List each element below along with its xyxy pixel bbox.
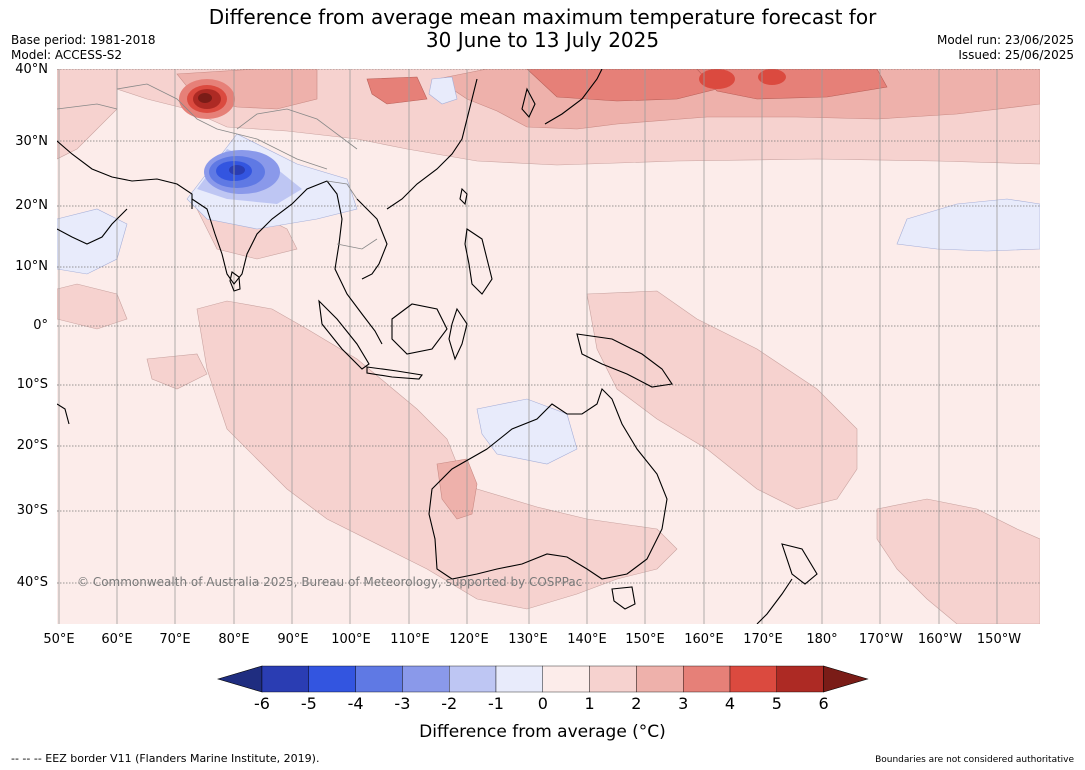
colorbar	[216, 665, 869, 693]
longitude-label: 70°E	[159, 632, 191, 647]
colorbar-segment	[683, 665, 731, 693]
colorbar-segment	[495, 665, 543, 693]
map-canvas	[57, 69, 1040, 624]
colorbar-tick: 5	[771, 694, 782, 713]
map-gridlines	[58, 69, 998, 624]
longitude-label: 160°W	[917, 632, 963, 647]
colorbar-tick: -4	[347, 694, 364, 713]
colorbar-tick: -5	[300, 694, 317, 713]
model-run: Model run: 23/06/2025	[936, 33, 1074, 47]
map-title-line1: Difference from average mean maximum tem…	[208, 5, 877, 29]
colorbar-tick: -3	[394, 694, 411, 713]
colorbar-tick: 2	[631, 694, 642, 713]
colorbar-tick: 6	[818, 694, 829, 713]
latitude-label: 20°N	[15, 198, 48, 213]
anomaly-4-5-regions	[699, 69, 786, 89]
meta-right: Model run: 23/06/2025 Issued: 25/06/2025	[937, 33, 1074, 63]
colorbar-extend-high	[823, 665, 869, 693]
colorbar-segment	[542, 665, 590, 693]
india-cold-anomaly	[186, 133, 358, 230]
colorbar-segment	[261, 665, 309, 693]
latitude-label: 0°	[33, 318, 48, 333]
colorbar-segment	[402, 665, 450, 693]
latitude-label: 40°S	[16, 575, 48, 590]
model-name: Model: ACCESS-S2	[11, 48, 123, 62]
country-borders	[57, 83, 378, 250]
colorbar-extend-low	[216, 665, 263, 693]
latitude-label: 10°N	[15, 259, 48, 274]
latitude-label: 30°S	[16, 503, 48, 518]
colorbar-tick: 3	[678, 694, 689, 713]
longitude-label: 140°E	[567, 632, 607, 647]
longitude-label: 100°E	[331, 632, 371, 647]
colorbar-segment	[355, 665, 403, 693]
colorbar-segment	[729, 665, 777, 693]
map-title-line2: 30 June to 13 July 2025	[425, 28, 660, 52]
colorbar-tick: -1	[488, 694, 504, 713]
colorbar-tick: -6	[254, 694, 270, 713]
map-latitude-lines	[57, 69, 1040, 584]
colorbar-tick: 0	[537, 694, 548, 713]
colorbar-tick: 1	[584, 694, 595, 713]
longitude-label: 90°E	[277, 632, 309, 647]
longitude-label: 150°E	[625, 632, 665, 647]
longitude-label: 120°E	[449, 632, 489, 647]
colorbar-segment	[776, 665, 824, 693]
longitude-label: 50°E	[43, 632, 75, 647]
colorbar-label: Difference from average (°C)	[419, 722, 666, 742]
coastlines	[57, 69, 818, 624]
himalaya-hotspot	[179, 79, 235, 119]
colorbar-tick: 4	[724, 694, 736, 713]
temperature-anomaly-map	[57, 69, 1040, 624]
longitude-label: 170°W	[858, 632, 904, 647]
anomaly-3-4-regions	[366, 69, 888, 105]
longitude-label: 160°E	[684, 632, 724, 647]
longitude-label: 60°E	[101, 632, 133, 647]
colorbar-segment	[589, 665, 637, 693]
latitude-label: 40°N	[15, 62, 48, 77]
colorbar-segment	[449, 665, 497, 693]
longitude-label: 130°E	[508, 632, 548, 647]
boundary-disclaimer: Boundaries are not considered authoritat…	[875, 755, 1074, 765]
longitude-label: 150°W	[976, 632, 1022, 647]
issued-date: Issued: 25/06/2025	[958, 48, 1074, 62]
cool-anomaly-regions	[57, 76, 1040, 465]
longitude-label: 170°E	[743, 632, 783, 647]
colorbar-segment	[636, 665, 684, 693]
colorbar-tick: -2	[441, 694, 458, 713]
copyright-notice: © Commonwealth of Australia 2025, Bureau…	[77, 575, 583, 589]
latitude-label: 10°S	[16, 377, 48, 392]
longitude-label: 80°E	[218, 632, 250, 647]
eez-legend-note: -- -- -- EEZ border V11 (Flanders Marine…	[11, 752, 320, 765]
colorbar-segment	[308, 665, 356, 693]
base-period: Base period: 1981-2018	[11, 33, 156, 47]
longitude-label: 110°E	[390, 632, 430, 647]
latitude-label: 30°N	[15, 134, 48, 149]
meta-left: Base period: 1981-2018 Model: ACCESS-S2	[11, 33, 156, 63]
latitude-label: 20°S	[16, 438, 48, 453]
longitude-label: 180°	[806, 632, 838, 647]
